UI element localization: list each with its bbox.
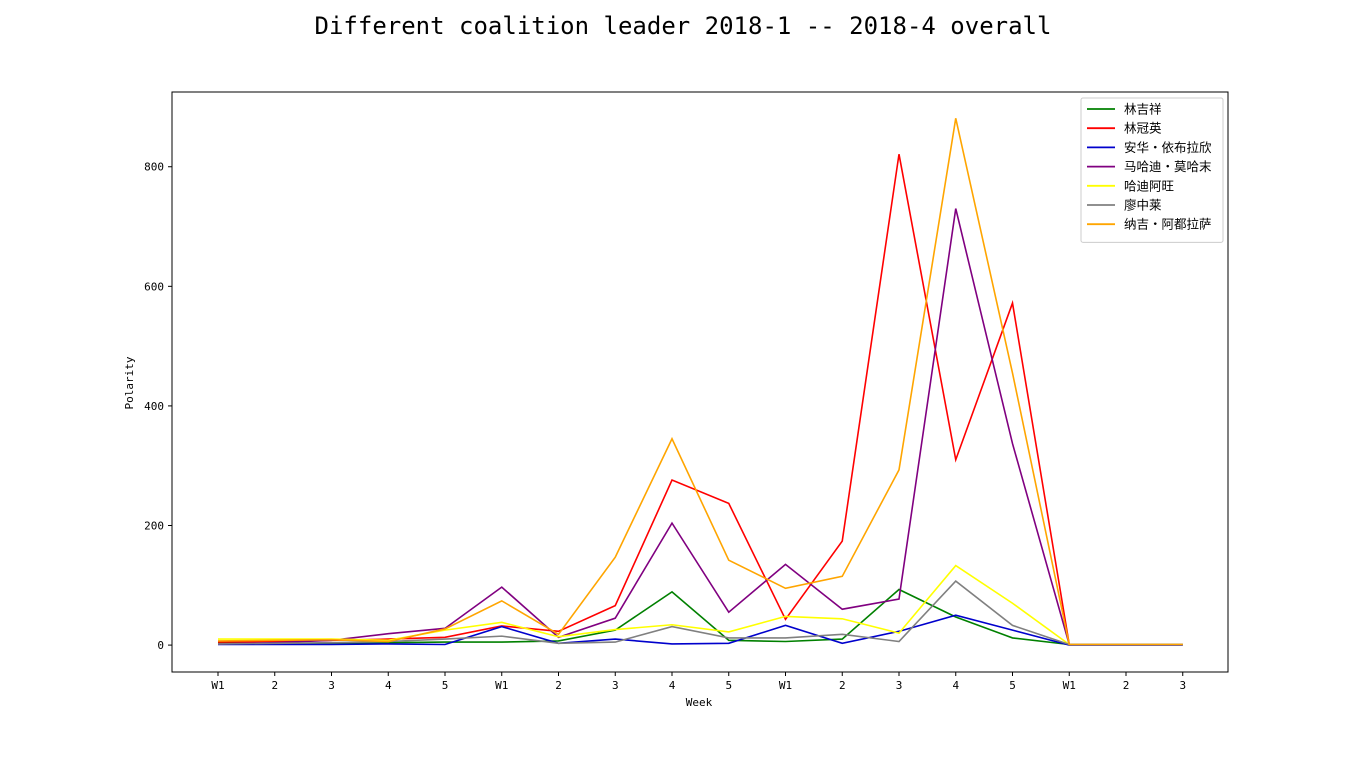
legend-label: 马哈迪・莫哈末 [1124,159,1212,174]
legend-box [1080,97,1224,243]
x-tick-label: 2 [1123,679,1130,692]
series-line-6 [217,580,1183,646]
legend-label: 林吉祥 [1124,102,1162,117]
legend-item: 哈迪阿旺 [1087,178,1174,193]
x-tick-label: W1 [779,679,792,692]
x-tick-label: 3 [612,679,619,692]
x-tick-label: 4 [385,679,392,692]
x-tick-label: 2 [839,679,846,692]
y-tick-label: 0 [157,639,164,652]
legend-item: 林吉祥 [1087,102,1162,117]
y-tick-label: 200 [144,520,164,533]
x-tick-label: 2 [271,679,278,692]
y-tick-label: 400 [144,400,164,413]
chart-title: Different coalition leader 2018-1 -- 201… [315,12,1052,40]
plot-area [171,91,1229,673]
x-tick-label: 4 [952,679,959,692]
x-tick-label: 3 [328,679,335,692]
legend-item: 林冠英 [1087,121,1162,136]
legend-label: 哈迪阿旺 [1124,178,1174,193]
legend-item: 安华・依布拉欣 [1087,140,1212,155]
x-tick-label: W1 [495,679,508,692]
x-axis: W1 2 3 4 5 W1 2 3 4 5 W1 2 3 4 5 W1 2 3 [211,672,1186,692]
series-line-2 [217,154,1183,646]
x-axis-label: Week [686,696,713,709]
y-axis: 0 200 400 600 800 [144,161,172,652]
legend-label: 廖中莱 [1124,198,1162,213]
series-line-5 [218,564,1183,646]
x-tick-label: 3 [896,679,903,692]
legend-item: 纳吉・阿都拉萨 [1087,217,1212,232]
legend-item: 廖中莱 [1087,198,1162,213]
legend-item: 马哈迪・莫哈末 [1087,159,1212,174]
x-tick-label: 5 [1009,679,1016,692]
series-line-1 [218,588,1183,646]
series-line-3 [218,614,1183,646]
x-tick-label: 5 [725,679,732,692]
series-line-4 [217,208,1183,646]
y-tick-label: 800 [144,161,164,174]
series-lines [217,118,1183,646]
x-tick-label: 4 [669,679,676,692]
legend-label: 纳吉・阿都拉萨 [1124,217,1212,232]
y-tick-label: 600 [144,280,164,293]
x-tick-label: 2 [555,679,562,692]
legend-label: 安华・依布拉欣 [1124,140,1212,155]
x-tick-label: 5 [442,679,449,692]
legend-label: 林冠英 [1124,121,1162,136]
y-axis-label: Polarity [123,356,136,409]
x-tick-label: 3 [1179,679,1186,692]
series-line-7 [217,118,1183,646]
x-tick-label: W1 [211,679,224,692]
x-tick-label: W1 [1063,679,1076,692]
